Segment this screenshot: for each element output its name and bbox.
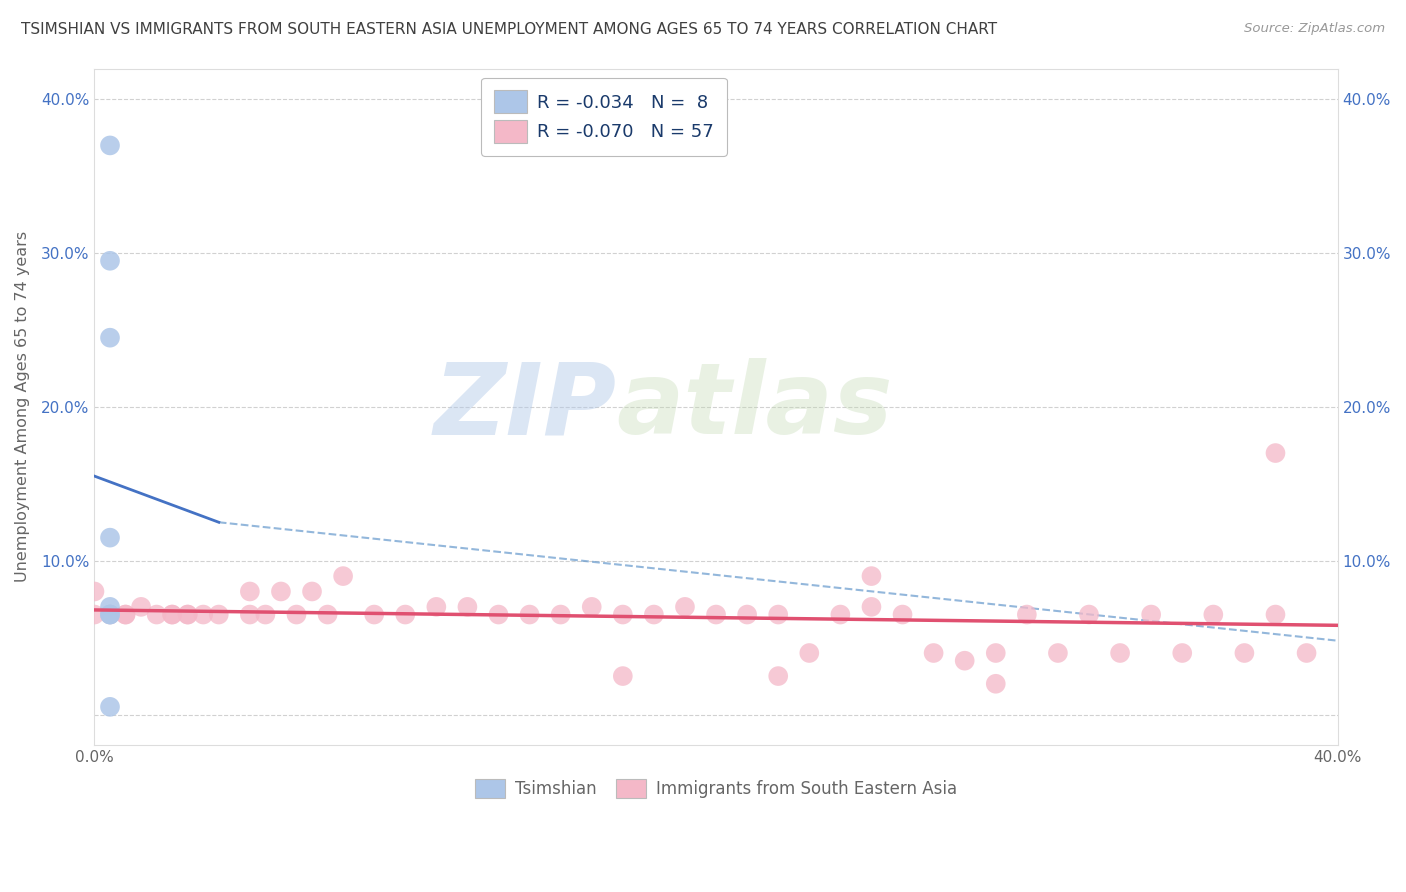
Point xyxy=(270,584,292,599)
Point xyxy=(581,599,603,614)
Point xyxy=(891,607,914,622)
Point xyxy=(98,607,121,622)
Point xyxy=(1264,607,1286,622)
Point xyxy=(860,569,883,583)
Point xyxy=(160,607,183,622)
Point xyxy=(953,654,976,668)
Point xyxy=(239,607,262,622)
Point xyxy=(1140,607,1163,622)
Point xyxy=(519,607,541,622)
Point xyxy=(984,646,1007,660)
Point xyxy=(1109,646,1132,660)
Point xyxy=(488,607,510,622)
Legend: Tsimshian, Immigrants from South Eastern Asia: Tsimshian, Immigrants from South Eastern… xyxy=(468,772,965,805)
Point xyxy=(860,599,883,614)
Point xyxy=(612,669,634,683)
Point xyxy=(98,699,121,714)
Text: atlas: atlas xyxy=(617,359,893,456)
Point xyxy=(285,607,308,622)
Point xyxy=(145,607,167,622)
Point xyxy=(673,599,696,614)
Text: ZIP: ZIP xyxy=(433,359,617,456)
Y-axis label: Unemployment Among Ages 65 to 74 years: Unemployment Among Ages 65 to 74 years xyxy=(15,231,30,582)
Point xyxy=(1078,607,1101,622)
Point xyxy=(177,607,200,622)
Point xyxy=(456,599,478,614)
Text: TSIMSHIAN VS IMMIGRANTS FROM SOUTH EASTERN ASIA UNEMPLOYMENT AMONG AGES 65 TO 74: TSIMSHIAN VS IMMIGRANTS FROM SOUTH EASTE… xyxy=(21,22,997,37)
Point xyxy=(425,599,447,614)
Point xyxy=(160,607,183,622)
Point xyxy=(98,599,121,614)
Point xyxy=(766,669,789,683)
Point xyxy=(1295,646,1317,660)
Point xyxy=(394,607,416,622)
Point xyxy=(98,607,121,622)
Point xyxy=(643,607,665,622)
Point xyxy=(1046,646,1069,660)
Point xyxy=(1264,446,1286,460)
Point xyxy=(332,569,354,583)
Point xyxy=(98,531,121,545)
Point xyxy=(98,331,121,345)
Point xyxy=(83,584,105,599)
Point xyxy=(1202,607,1225,622)
Point xyxy=(301,584,323,599)
Point xyxy=(612,607,634,622)
Point xyxy=(83,607,105,622)
Point xyxy=(98,253,121,268)
Point xyxy=(98,138,121,153)
Point xyxy=(735,607,758,622)
Point xyxy=(177,607,200,622)
Point xyxy=(704,607,727,622)
Point xyxy=(799,646,821,660)
Point xyxy=(550,607,572,622)
Point xyxy=(316,607,339,622)
Point xyxy=(363,607,385,622)
Point xyxy=(1171,646,1194,660)
Point xyxy=(830,607,852,622)
Point xyxy=(922,646,945,660)
Point xyxy=(1015,607,1038,622)
Point xyxy=(1233,646,1256,660)
Text: Source: ZipAtlas.com: Source: ZipAtlas.com xyxy=(1244,22,1385,36)
Point xyxy=(129,599,152,614)
Point xyxy=(114,607,136,622)
Point xyxy=(208,607,231,622)
Point xyxy=(193,607,215,622)
Point xyxy=(766,607,789,622)
Point xyxy=(114,607,136,622)
Point xyxy=(98,607,121,622)
Point xyxy=(239,584,262,599)
Point xyxy=(254,607,277,622)
Point xyxy=(984,677,1007,691)
